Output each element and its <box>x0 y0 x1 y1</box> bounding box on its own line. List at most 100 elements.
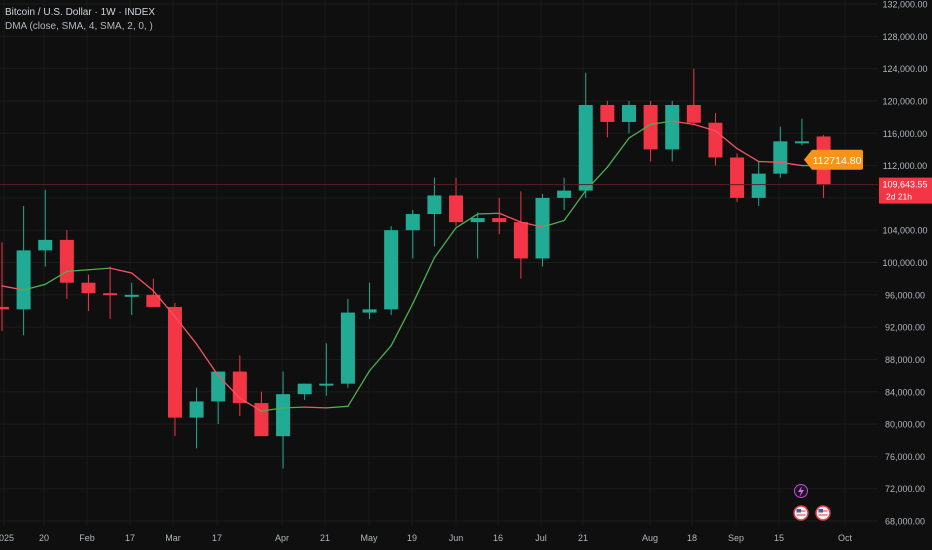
x-tick-label: 17 <box>125 533 135 543</box>
ma-line-segment <box>239 397 263 412</box>
ma-line-segment <box>22 283 46 291</box>
ma-line-segment <box>1 285 25 291</box>
x-tick-label: 20 <box>39 533 49 543</box>
bar-countdown: 2d 21h <box>886 192 912 202</box>
us-flag-icon[interactable] <box>793 505 809 521</box>
us-flag-icon[interactable] <box>815 505 831 521</box>
ma-line-segment <box>541 219 565 228</box>
ma-line-segment <box>649 120 673 126</box>
chart-grid <box>0 0 878 525</box>
last-price-value: 109,643.55 <box>882 180 927 190</box>
ma-line-segment <box>736 147 760 163</box>
event-markers[interactable] <box>793 484 831 521</box>
candle-bodies <box>0 104 831 437</box>
candle-body <box>146 294 161 307</box>
candle-body <box>449 195 464 223</box>
y-tick-label: 80,000.00 <box>885 420 925 430</box>
ma-line-segment <box>66 269 90 273</box>
candle-body <box>730 157 745 198</box>
y-tick-label: 120,000.00 <box>882 96 927 106</box>
y-tick-label: 76,000.00 <box>885 452 925 462</box>
ma-line-segment <box>520 221 544 228</box>
x-tick-label: Mar <box>165 533 181 543</box>
x-tick-label: Sep <box>728 533 744 543</box>
x-tick-label: 19 <box>407 533 417 543</box>
x-tick-label: Jul <box>535 533 547 543</box>
candle-body <box>794 141 809 144</box>
candle-body <box>124 294 139 297</box>
y-tick-label: 132,000.00 <box>882 0 927 10</box>
x-tick-label: 18 <box>687 533 697 543</box>
x-tick-label: Oct <box>838 533 853 543</box>
ma-line-segment <box>217 374 241 399</box>
x-tick-label: May <box>360 533 378 543</box>
ma-line-segment <box>347 370 371 407</box>
ma-line-segment <box>628 123 652 139</box>
flag-icon-circle <box>815 505 831 521</box>
ma-line-segment <box>304 406 327 409</box>
ma-line-segment <box>131 272 154 292</box>
candle-body <box>578 104 593 191</box>
candle-wicks <box>1 68 825 469</box>
x-tick-label: Apr <box>275 533 289 543</box>
candle-body <box>254 403 269 437</box>
lightning-event-icon[interactable] <box>794 484 808 498</box>
x-tick-label: 21 <box>578 533 588 543</box>
ma-line-segment <box>671 120 695 126</box>
candle-body <box>384 230 399 310</box>
ma-line-segment <box>779 161 803 167</box>
ma-line-segment <box>390 303 414 347</box>
y-tick-label: 112,000.00 <box>883 161 927 171</box>
ma-line-segment <box>44 270 68 285</box>
candle-body <box>427 195 442 215</box>
ma-line-segment <box>585 166 609 192</box>
y-tick-label: 124,000.00 <box>882 64 927 74</box>
candle-body <box>103 293 118 296</box>
y-tick-label: 88,000.00 <box>885 355 925 365</box>
candle-body <box>708 122 723 158</box>
symbol-title[interactable]: Bitcoin / U.S. Dollar · 1W · INDEX <box>5 7 156 18</box>
x-tick-label: Jun <box>449 533 464 543</box>
time-axis[interactable]: 2025 20 Feb 17 Mar 17 Apr 21 May 19 Jun 16 Jul 21 Aug 1… <box>0 533 852 543</box>
candle-body <box>557 190 572 198</box>
x-tick-label: Feb <box>79 533 95 543</box>
x-tick-label: 15 <box>774 533 784 543</box>
ma-line-segment <box>563 189 587 222</box>
price-axis[interactable]: 132,000.00 128,000.00 124,000.00 120,000.00… <box>882 0 927 527</box>
x-tick-label: Aug <box>642 533 658 543</box>
candle-body <box>16 250 31 310</box>
candle-body <box>189 401 204 418</box>
candle-body <box>297 383 312 395</box>
y-tick-label: 100,000.00 <box>882 258 927 268</box>
ma-line-segment <box>476 212 500 215</box>
candle-body <box>665 104 680 150</box>
x-tick-label: 2025 <box>0 533 14 543</box>
ma-value-text: 112714.80 <box>813 155 862 167</box>
ma-line-segment <box>714 130 738 150</box>
x-tick-label: 17 <box>212 533 222 543</box>
lightning-icon-bolt <box>798 486 804 497</box>
y-tick-label: 128,000.00 <box>882 32 927 42</box>
ma-line-segment <box>758 160 781 163</box>
candle-body <box>59 239 74 283</box>
candle-body <box>340 312 355 384</box>
ma-line-layer <box>1 120 825 412</box>
candle-body <box>492 218 507 223</box>
ma-line-segment <box>260 407 284 412</box>
ma-line-segment <box>87 267 111 271</box>
flag-icon-circle <box>793 505 809 521</box>
y-tick-label: 96,000.00 <box>885 290 925 300</box>
chart-legend: Bitcoin / U.S. Dollar · 1W · INDEX DMA (… <box>5 6 155 34</box>
candle-body <box>0 306 9 310</box>
last-price-tag <box>879 177 932 204</box>
indicator-legend[interactable]: DMA (close, SMA, 4, SMA, 2, 0, ) <box>5 21 153 32</box>
candle-body <box>362 309 377 313</box>
x-tick-label: 16 <box>493 533 503 543</box>
price-tags: 109,643.55 2d 21h 112714.80 <box>0 149 932 204</box>
candle-body <box>81 282 96 294</box>
candle-body <box>276 394 291 437</box>
ma-line-segment <box>433 227 457 259</box>
ma-line-segment <box>412 257 436 305</box>
candle-body <box>38 239 53 251</box>
